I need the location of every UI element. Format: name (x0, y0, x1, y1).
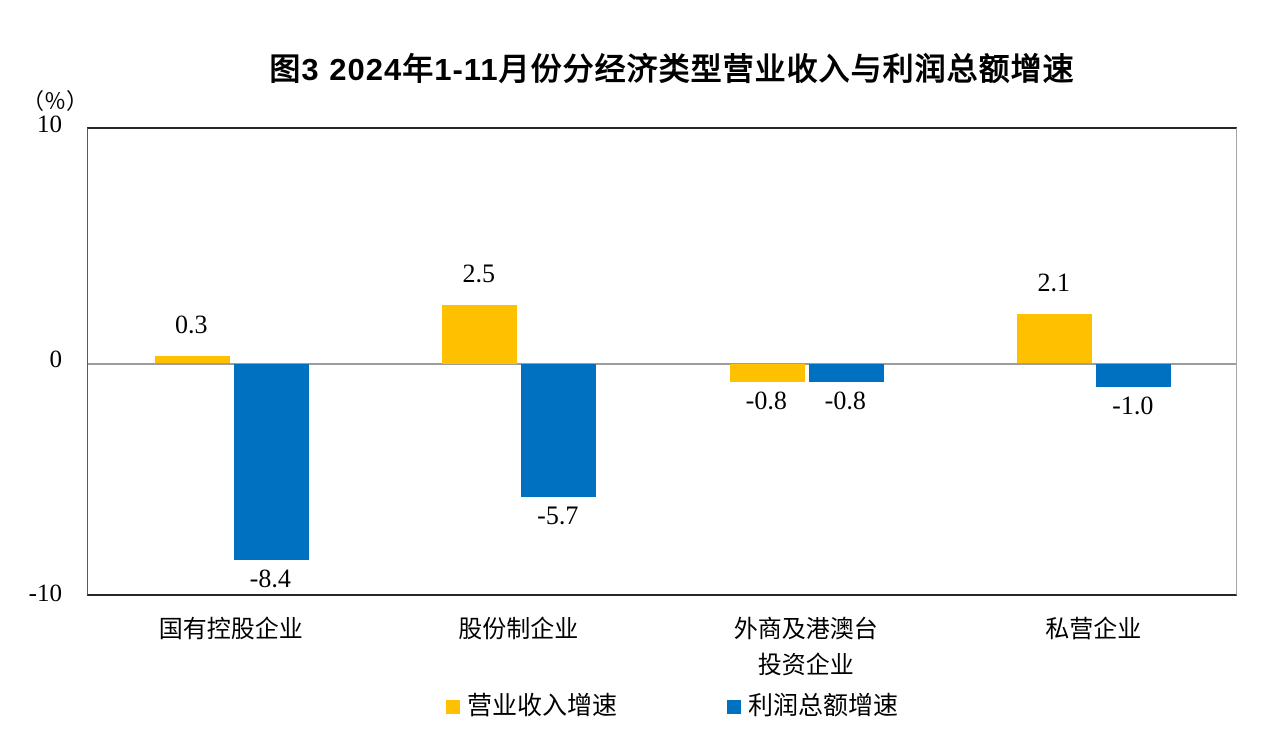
legend: 营业收入增速 利润总额增速 (64, 692, 1280, 722)
y-tick--10: -10 (28, 580, 62, 607)
legend-item-series1: 营业收入增速 (445, 692, 617, 722)
bar-series1-group2 (442, 304, 518, 364)
x-category-label-2: 股份制企业 (458, 617, 579, 643)
value-label-series1-group1: 0.3 (175, 310, 208, 340)
legend-item-series2: 利润总额增速 (727, 692, 898, 722)
zero-gridline (88, 362, 1236, 365)
y-axis-unit-label: （％） (22, 89, 89, 114)
value-label-series1-group2: 2.5 (462, 258, 496, 288)
legend-swatch-icon (727, 700, 741, 714)
legend-swatch-icon (445, 700, 460, 714)
bar-series2-group2 (521, 363, 597, 498)
plot-area (87, 127, 1237, 596)
legend-label: 利润总额增速 (748, 693, 899, 720)
value-label-series1-group3: -0.8 (745, 386, 787, 416)
bar-series2-group4 (1096, 363, 1172, 387)
y-tick-0: 0 (49, 345, 63, 373)
bar-series2-group1 (233, 363, 309, 561)
value-label-series2-group2: -5.7 (537, 501, 579, 531)
chart-title: 图3 2024年1-11月份分经济类型营业收入与利润总额增速 (269, 52, 1075, 87)
legend-label: 营业收入增速 (466, 693, 617, 720)
x-category-label-4: 私营企业 (1045, 617, 1142, 643)
x-category-label-3: 外商及港澳台 投资企业 (733, 617, 878, 679)
bar-series1-group1 (154, 356, 230, 364)
y-tick-10: 10 (37, 111, 62, 138)
value-label-series2-group3: -0.8 (824, 386, 866, 416)
bar-series1-group4 (1017, 314, 1093, 364)
value-label-series2-group4: -1.0 (1112, 390, 1154, 420)
value-label-series2-group1: -8.4 (249, 564, 291, 594)
value-label-series1-group4: 2.1 (1037, 268, 1071, 298)
x-category-label-1: 国有控股企业 (158, 617, 303, 643)
bar-series2-group3 (808, 363, 884, 383)
bar-series1-group3 (729, 363, 805, 383)
